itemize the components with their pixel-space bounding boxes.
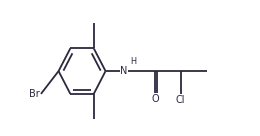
Text: Br: Br [29, 89, 39, 99]
Text: Cl: Cl [176, 95, 185, 105]
Text: H: H [130, 57, 136, 66]
Text: N: N [120, 66, 127, 76]
Text: O: O [151, 94, 159, 104]
